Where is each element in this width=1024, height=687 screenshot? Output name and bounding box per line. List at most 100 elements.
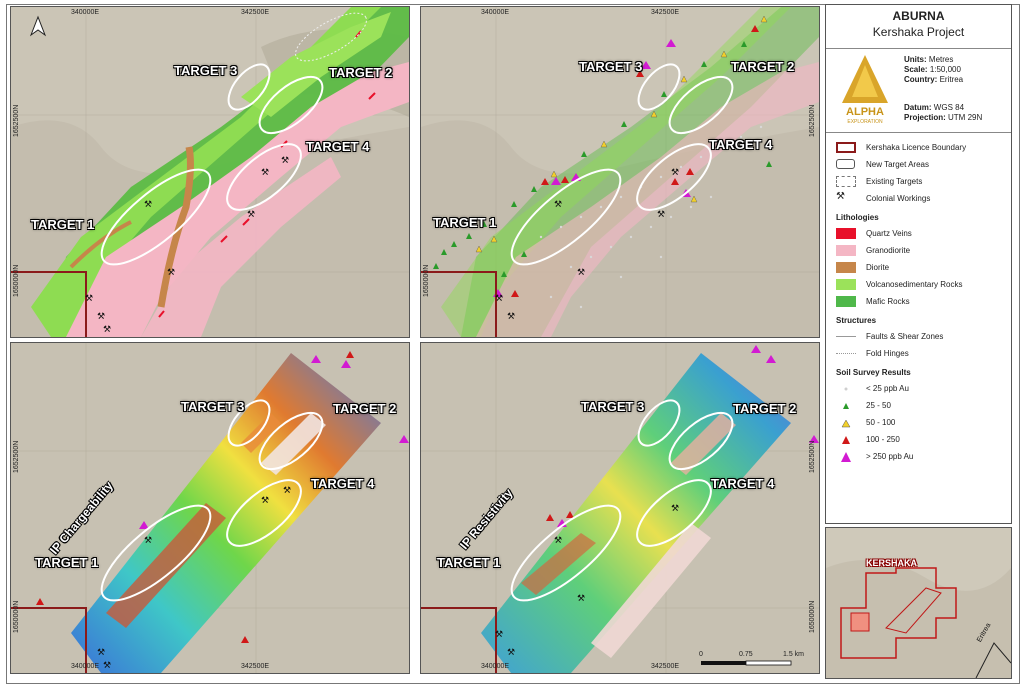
legend-soil-50-100: 50 - 100 [826,414,1011,431]
chargeability-panel: ⚒ ⚒ ⚒ ⚒ ⚒ 340000E 342500E 1652500N 1650000N … [10,342,410,674]
circle-icon [844,387,848,391]
target-3-label: TARGET 3 [581,399,645,414]
legend-diorite: Diorite [826,259,1011,276]
inset-map: KERSHAKA Eritrea [825,527,1012,679]
legend-existing-targets: Existing Targets [826,173,1011,190]
scale-15: 1.5 km [783,651,805,658]
target-4-label: TARGET 4 [709,137,773,152]
svg-text:⚒: ⚒ [657,210,665,220]
target-1-label: TARGET 1 [35,555,99,570]
svg-text:⚒: ⚒ [103,661,111,671]
legend-soil-gt250: > 250 ppb Au [826,448,1011,465]
legend-new-targets: New Target Areas [826,156,1011,173]
scale-0: 0 [699,651,703,658]
resistivity-panel: ⚒ ⚒ ⚒ ⚒ ⚒ 340000E 342500E 1652500N 1650000N … [420,342,820,674]
legend-granodiorite: Granodiorite [826,242,1011,259]
hammer-pick-icon: ⚒ [836,191,845,202]
legend-volcanosedimentary: Volcanosedimentary Rocks [826,276,1011,293]
northing-label-2: 1650000N [423,264,430,297]
triangle-icon [843,403,849,409]
legend-panel: ABURNA Kershaka Project ALPHA EXPLORATIO… [825,4,1012,524]
svg-text:⚒: ⚒ [671,504,679,514]
triangle-icon [841,419,851,428]
target-1-label: TARGET 1 [31,217,95,232]
svg-text:⚒: ⚒ [144,536,152,546]
inset-label: KERSHAKA [866,558,918,568]
target-2-label: TARGET 2 [333,401,397,416]
soil-samples [433,15,772,297]
lithology-panel: ⚒ ⚒ ⚒ ⚒ ⚒ ⚒ ⚒ ⚒ 340000E 342500E 1652500N 165… [10,6,410,338]
project-subtitle: Kershaka Project [872,25,965,39]
target-3-label: TARGET 3 [579,59,643,74]
soil-heading: Soil Survey Results [836,368,911,377]
easting-label-1: 340000E [71,9,100,16]
svg-text:⚒: ⚒ [283,486,291,496]
easting-label-1: 340000E [481,663,510,670]
soil-panel: ⚒ ⚒ ⚒ ⚒ ⚒ ⚒ 340000E 342500E 1652500N 1650000… [420,6,820,338]
svg-text:EXPLORATION: EXPLORATION [847,119,883,125]
easting-label-1: 340000E [71,663,100,670]
target-1-label: TARGET 1 [433,215,497,230]
legend-faults: Faults & Shear Zones [826,328,1011,345]
svg-text:⚒: ⚒ [495,630,503,640]
lithology-map: ⚒ ⚒ ⚒ ⚒ ⚒ ⚒ ⚒ ⚒ [11,7,409,337]
svg-text:⚒: ⚒ [247,210,255,220]
northing-label-1: 1652500N [13,104,20,137]
svg-text:⚒: ⚒ [97,312,105,322]
svg-text:⚒: ⚒ [144,200,152,210]
soil-map: ⚒ ⚒ ⚒ ⚒ ⚒ ⚒ [421,7,819,337]
svg-text:⚒: ⚒ [577,594,585,604]
inset-location-map [826,528,1011,678]
chargeability-map: ⚒ ⚒ ⚒ ⚒ ⚒ [11,343,409,673]
target-4-label: TARGET 4 [311,476,375,491]
structures-heading: Structures [836,316,877,325]
target-2-label: TARGET 2 [329,65,393,80]
project-title: ABURNA [892,9,945,23]
legend-title-block: ABURNA Kershaka Project [826,5,1011,49]
svg-text:ALPHA: ALPHA [846,106,884,118]
triangle-icon [841,452,851,462]
resistivity-map: ⚒ ⚒ ⚒ ⚒ ⚒ [421,343,819,673]
easting-label-2: 342500E [241,663,270,670]
svg-text:⚒: ⚒ [495,294,503,304]
svg-text:⚒: ⚒ [261,168,269,178]
svg-text:⚒: ⚒ [554,200,562,210]
alpha-logo: ALPHA EXPLORATION [842,55,888,125]
scale-075: 0.75 [739,651,753,658]
lithologies-heading: Lithologies [836,213,879,222]
svg-text:⚒: ⚒ [97,648,105,658]
legend-soil-25-50: 25 - 50 [826,397,1011,414]
legend-soil-100-250: 100 - 250 [826,431,1011,448]
map-info-text: Units: Metres Scale: 1:50,000 Country: E… [904,55,983,122]
legend-mafic: Mafic Rocks [826,293,1011,310]
legend-colonial-workings: ⚒ Colonial Workings [836,191,931,203]
target-2-label: TARGET 2 [731,59,795,74]
target-3-label: TARGET 3 [181,399,245,414]
easting-label-1: 340000E [481,9,510,16]
easting-label-2: 342500E [651,663,680,670]
northing-label-2: 1650000N [809,600,816,633]
svg-text:⚒: ⚒ [577,268,585,278]
target-3-label: TARGET 3 [174,63,238,78]
svg-text:⚒: ⚒ [554,536,562,546]
northing-label-2: 1650000N [13,264,20,297]
svg-text:⚒: ⚒ [507,312,515,322]
svg-text:⚒: ⚒ [103,325,111,335]
target-4-label: TARGET 4 [306,139,370,154]
svg-text:⚒: ⚒ [167,268,175,278]
triangle-icon [842,436,850,444]
legend-quartz-veins: Quartz Veins [826,225,1011,242]
easting-label-2: 342500E [241,9,270,16]
northing-label-1: 1652500N [13,440,20,473]
northing-label-1: 1652500N [809,104,816,137]
legend-soil-lt25: < 25 ppb Au [826,380,1011,397]
legend-fold-hinges: Fold Hinges [826,345,1011,362]
map-info-block: ALPHA EXPLORATION Units: Metres Scale: 1… [826,49,1011,133]
target-1-label: TARGET 1 [437,555,501,570]
northing-label-1: 1652500N [809,440,816,473]
svg-text:⚒: ⚒ [507,648,515,658]
target-2-label: TARGET 2 [733,401,797,416]
northing-label-2: 1650000N [13,600,20,633]
easting-label-2: 342500E [651,9,680,16]
legend-licence-boundary: Kershaka Licence Boundary [826,139,1011,156]
